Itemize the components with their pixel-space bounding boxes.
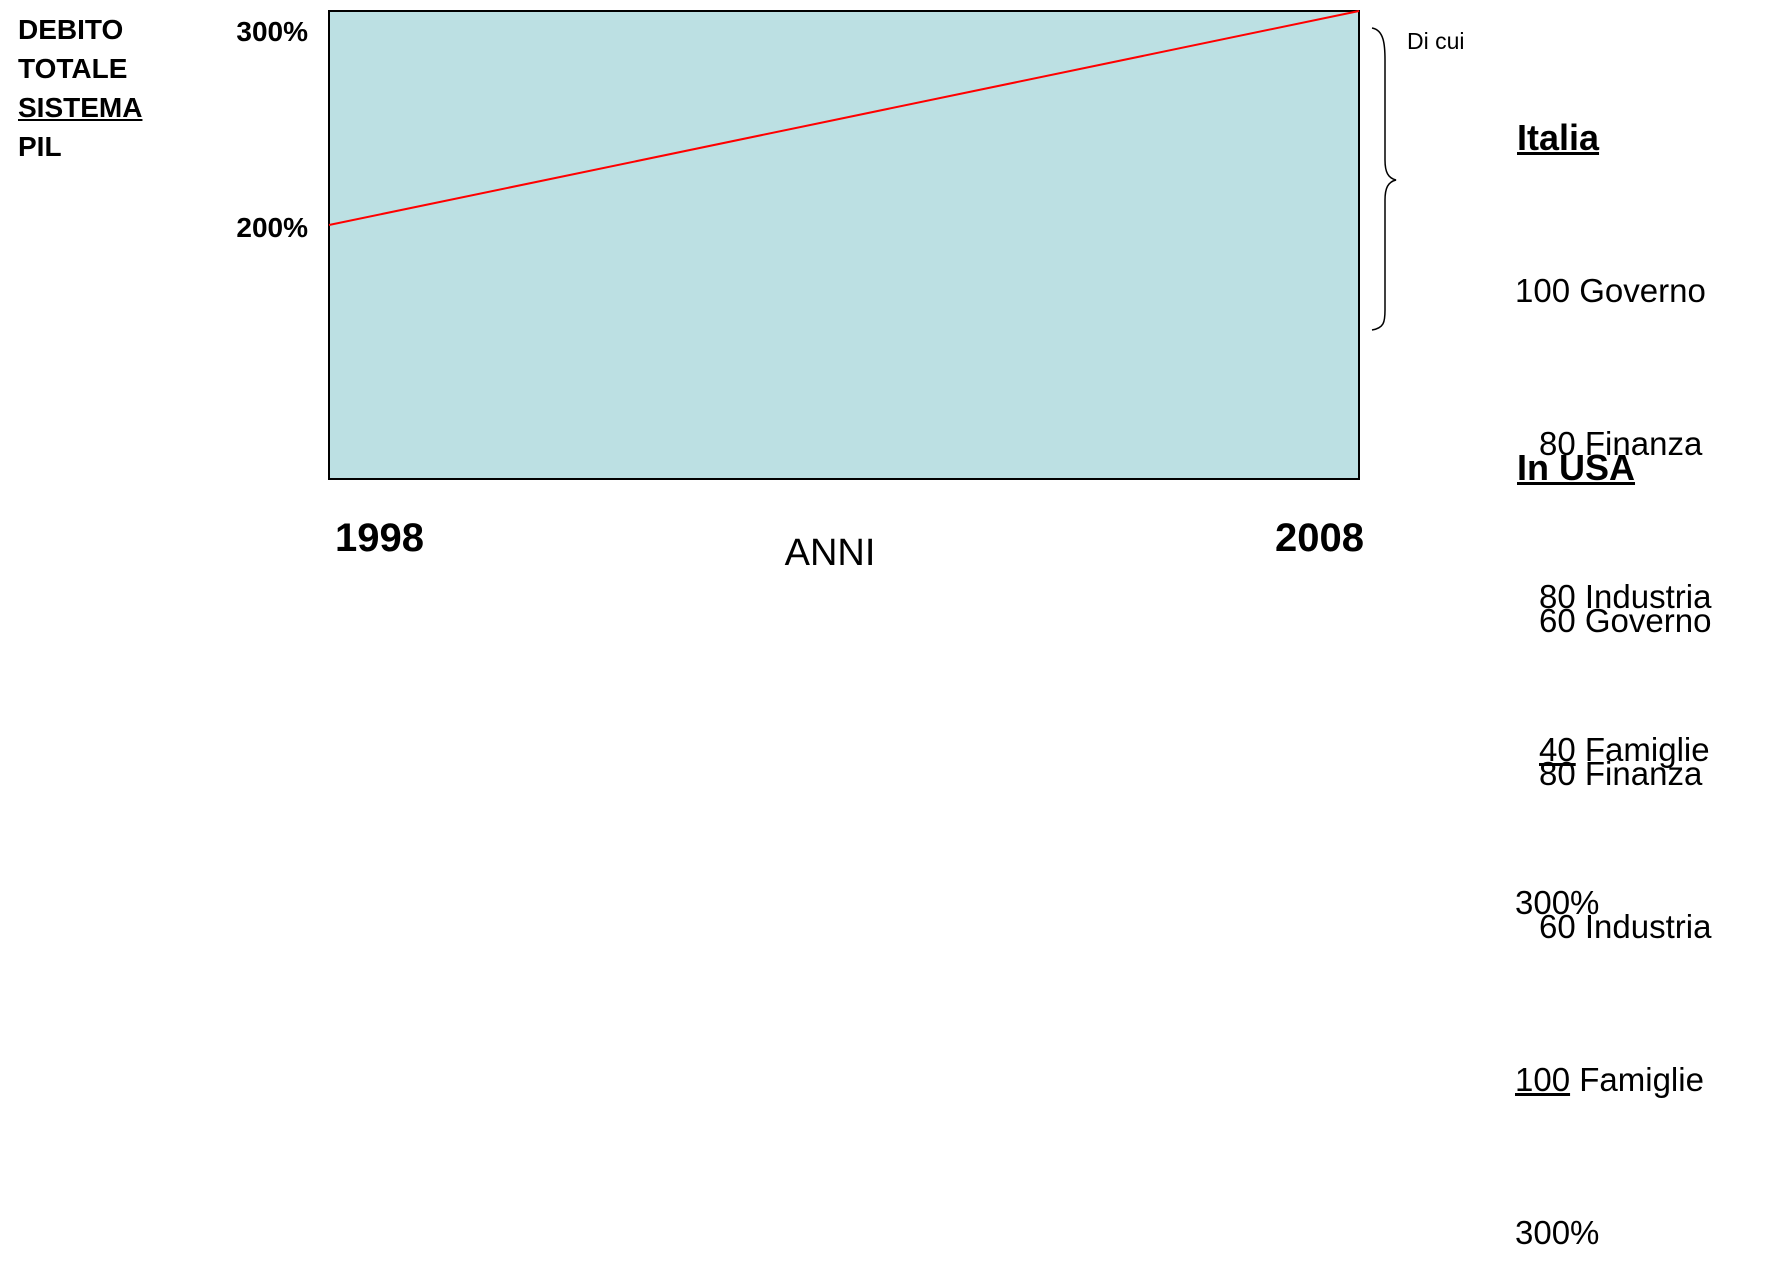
- usa-label-famiglie: Famiglie: [1579, 1061, 1704, 1098]
- italia-value-finanza: 80: [1539, 425, 1576, 462]
- usa-label-industria: Industria: [1584, 908, 1712, 945]
- italia-label-finanza: Finanza: [1584, 425, 1703, 462]
- italia-title: Italia: [1517, 117, 1600, 158]
- list-item: 80 Finanza: [1515, 748, 1711, 799]
- list-item: 60 Industria: [1515, 901, 1711, 952]
- y-tick-label-200: 200%: [236, 212, 308, 243]
- usa-label-finanza: Finanza: [1584, 755, 1703, 792]
- usa-value-famiglie: 100: [1515, 1061, 1571, 1098]
- series-line-0: [328, 10, 1360, 226]
- series-layer: [328, 10, 1360, 226]
- line-chart: 200% 300% 1998 2008 ANNI: [236, 10, 1397, 574]
- y-tick-label-300: 300%: [236, 16, 308, 47]
- list-item: 100 Famiglie: [1515, 1054, 1711, 1105]
- plot-area: [328, 10, 1360, 480]
- list-item: 80 Industria: [1515, 571, 1711, 622]
- list-item: 60 Governo: [1515, 595, 1711, 646]
- italia-value-industria: 80: [1539, 578, 1576, 615]
- bracket-label: Di cui: [1407, 28, 1465, 54]
- x-tick-label-2008: 2008: [1275, 516, 1364, 560]
- list-item: 80 Finanza: [1515, 418, 1711, 469]
- italia-label-industria: Industria: [1584, 578, 1712, 615]
- x-axis-title: ANNI: [785, 532, 876, 574]
- y-axis-title-line2: TOTALE: [18, 53, 128, 84]
- italia-label-governo: Governo: [1579, 272, 1706, 309]
- usa-value-governo: 60: [1539, 602, 1576, 639]
- y-axis-title-line3: SISTEMA: [18, 92, 143, 123]
- usa-value-finanza: 80: [1539, 755, 1576, 792]
- x-tick-label-1998: 1998: [335, 516, 424, 560]
- y-axis-title-line4: PIL: [18, 131, 62, 162]
- y-axis-title: DEBITO TOTALE SISTEMA PIL: [18, 10, 142, 166]
- y-axis-title-line1: DEBITO: [18, 14, 124, 45]
- usa-value-industria: 60: [1539, 908, 1576, 945]
- brace-icon: [1371, 27, 1397, 331]
- usa-total: 300%: [1515, 1214, 1600, 1251]
- italia-value-governo: 100: [1515, 272, 1571, 309]
- usa-title: In USA: [1517, 447, 1636, 488]
- usa-breakdown: In USA 60 Governo 80 Finanza 60 Industri…: [1515, 340, 1711, 1284]
- list-item: 100 Governo: [1515, 265, 1711, 316]
- usa-label-governo: Governo: [1584, 602, 1712, 639]
